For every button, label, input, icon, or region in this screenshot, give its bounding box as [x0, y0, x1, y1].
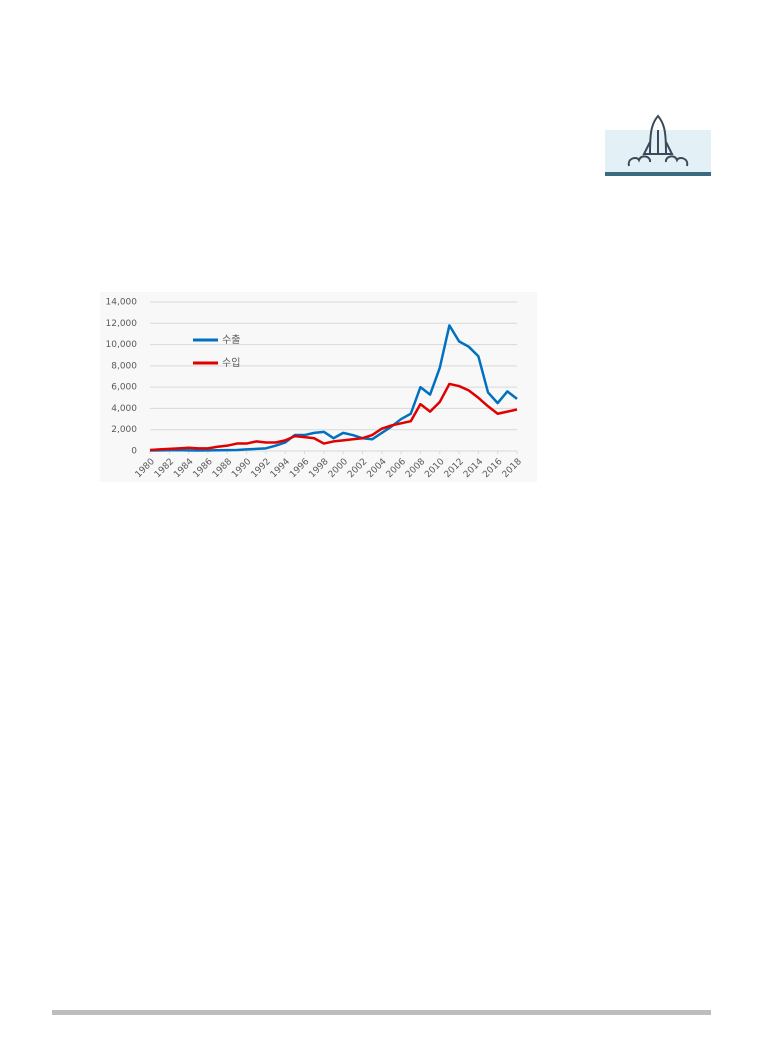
y-tick-label: 8,000: [111, 361, 137, 371]
y-tick-label: 14,000: [106, 298, 138, 308]
y-tick-label: 4,000: [111, 404, 137, 414]
legend-label: 수출: [222, 334, 240, 346]
y-tick-label: 6,000: [111, 383, 137, 393]
chart: 02,0004,0006,0008,00010,00012,00014,0001…: [100, 292, 537, 482]
y-tick-label: 2,000: [111, 425, 137, 435]
rocket-icon: [605, 114, 711, 176]
legend-label: 수입: [222, 356, 240, 369]
y-tick-label: 0: [131, 447, 137, 457]
line-series: [149, 324, 518, 452]
line-series: [149, 382, 518, 452]
y-tick-label: 12,000: [106, 319, 138, 329]
y-tick-label: 10,000: [106, 340, 138, 350]
footer-rule: [52, 1010, 711, 1015]
